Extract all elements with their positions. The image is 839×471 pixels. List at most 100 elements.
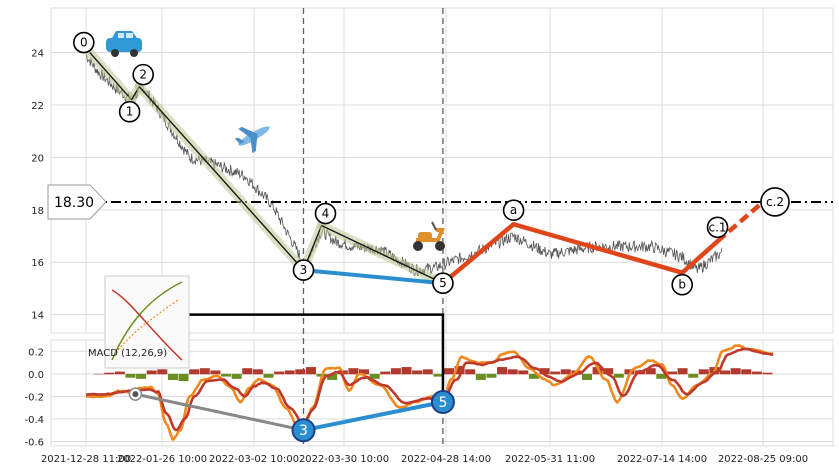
price-y-tick: 18 (31, 206, 44, 217)
macd-y-tick: -0.6 (24, 437, 44, 448)
corrective-segment (679, 239, 720, 275)
thumbnail-curve (111, 289, 183, 361)
wave-label: c.1 (709, 220, 727, 234)
macd-line-signal (85, 347, 774, 432)
macd-histogram-bar (295, 369, 306, 375)
x-tick-label: 2022-01-26 10:00 (117, 454, 207, 465)
wave-marker-0 (73, 31, 95, 54)
macd-histogram-bar (284, 370, 295, 375)
macd-y-tick: 0.2 (28, 347, 44, 358)
x-tick-label: 2022-05-31 11:00 (505, 454, 595, 465)
reference-label-box (47, 184, 107, 220)
macd-histogram-bar (720, 370, 731, 375)
wave-marker-c1 (706, 216, 729, 239)
wave-label: a (510, 203, 517, 217)
x-tick-label: 2022-08-25 09:00 (718, 454, 808, 465)
macd-histogram-bar (656, 373, 667, 379)
macd-histogram-bar (528, 373, 539, 379)
macd-histogram-bar (199, 368, 210, 375)
macd-histogram-bar (539, 368, 550, 375)
macd-histogram-bar (412, 370, 423, 375)
macd-histogram-bar (730, 368, 741, 375)
macd-histogram-bar (465, 369, 476, 375)
macd-line-macd (85, 344, 774, 441)
macd-histogram-bar (751, 371, 762, 375)
macd-wave-marker (291, 418, 316, 443)
macd-histogram-bar (390, 368, 401, 375)
macd-histogram-bar (422, 369, 433, 375)
macd-grey-divergence (135, 392, 304, 432)
car-icon (106, 31, 142, 57)
macd-histogram-bar (359, 369, 370, 375)
macd-histogram-bar (157, 369, 168, 375)
price-y-tick: 16 (31, 258, 44, 269)
wave-marker-b (671, 273, 694, 296)
macd-grey-node-dot (132, 391, 139, 398)
macd-histogram-bar (114, 371, 125, 375)
impulse-segment (138, 86, 305, 271)
macd-histogram-bar (327, 373, 338, 380)
macd-histogram-bar (698, 369, 709, 375)
macd-histogram-bar (666, 371, 677, 375)
macd-histogram-bar (581, 373, 593, 380)
wave-label: 4 (322, 207, 330, 221)
macd-histogram-bar (210, 370, 221, 375)
macd-label: MACD (12,26,9) (88, 348, 167, 359)
impulse-segment (89, 52, 133, 101)
macd-histogram-bar (688, 373, 699, 378)
macd-histogram-bar (263, 373, 274, 378)
macd-histogram-bar (497, 367, 508, 375)
macd-histogram-bar (104, 372, 115, 375)
macd-histogram-bar (252, 369, 263, 375)
x-tick-label: 2022-07-14 14:00 (617, 454, 707, 465)
macd-histogram-bar (242, 368, 253, 375)
macd-histogram-bar (231, 373, 242, 379)
macd-histogram-bar (380, 371, 391, 375)
macd-histogram-bar (433, 373, 444, 377)
macd-wave-label: 3 (299, 423, 308, 439)
price-y-tick: 22 (31, 101, 44, 112)
macd-histogram-bar (507, 369, 518, 375)
x-tick-label: 2021-12-28 11:00 (41, 454, 131, 465)
macd-histogram-bar (167, 373, 178, 380)
x-tick-label: 2022-04-28 14:00 (401, 454, 491, 465)
thumbnail-curve (117, 299, 179, 351)
macd-histogram-bar (125, 373, 136, 378)
macd-histogram-bar (454, 365, 465, 375)
corrective-segment (511, 221, 685, 275)
macd-y-tick: -0.2 (24, 392, 44, 403)
impulse-segment (321, 224, 444, 284)
macd-histogram-bar (603, 368, 614, 375)
wave-label: 1 (126, 105, 134, 119)
price-y-tick: 14 (31, 311, 44, 322)
scooter-icon (413, 221, 445, 251)
macd-histogram-bar (443, 368, 454, 375)
macd-histogram-bar (560, 369, 571, 375)
macd-histogram-bar (189, 369, 200, 375)
macd-histogram-bar (93, 373, 104, 375)
macd-y-tick: 0.0 (28, 370, 44, 381)
macd-histogram-bar (401, 367, 412, 375)
x-tick-label: 2022-03-02 10:00 (209, 454, 299, 465)
price-y-tick: 24 (31, 49, 44, 60)
wave-label: c.2 (766, 195, 784, 209)
macd-histogram-bar (741, 369, 752, 375)
wave-label: 2 (139, 68, 147, 82)
macd-histogram-bar (369, 373, 380, 379)
macd-histogram-bar (592, 367, 603, 375)
wave-marker-1 (118, 100, 141, 123)
projection-segment (716, 200, 765, 243)
wave5-connector (131, 313, 445, 394)
macd-y-tick: -0.4 (24, 415, 44, 426)
macd-histogram-bar (178, 373, 189, 382)
wave-label: 5 (439, 276, 447, 290)
macd-wave-label: 5 (438, 395, 447, 411)
wave-label: 0 (80, 36, 88, 50)
macd-histogram-bar (305, 367, 316, 375)
wave-label: b (678, 278, 686, 292)
macd-histogram-bar (348, 368, 359, 375)
price-y-tick: 20 (31, 153, 44, 164)
wave-marker-a (502, 199, 525, 222)
